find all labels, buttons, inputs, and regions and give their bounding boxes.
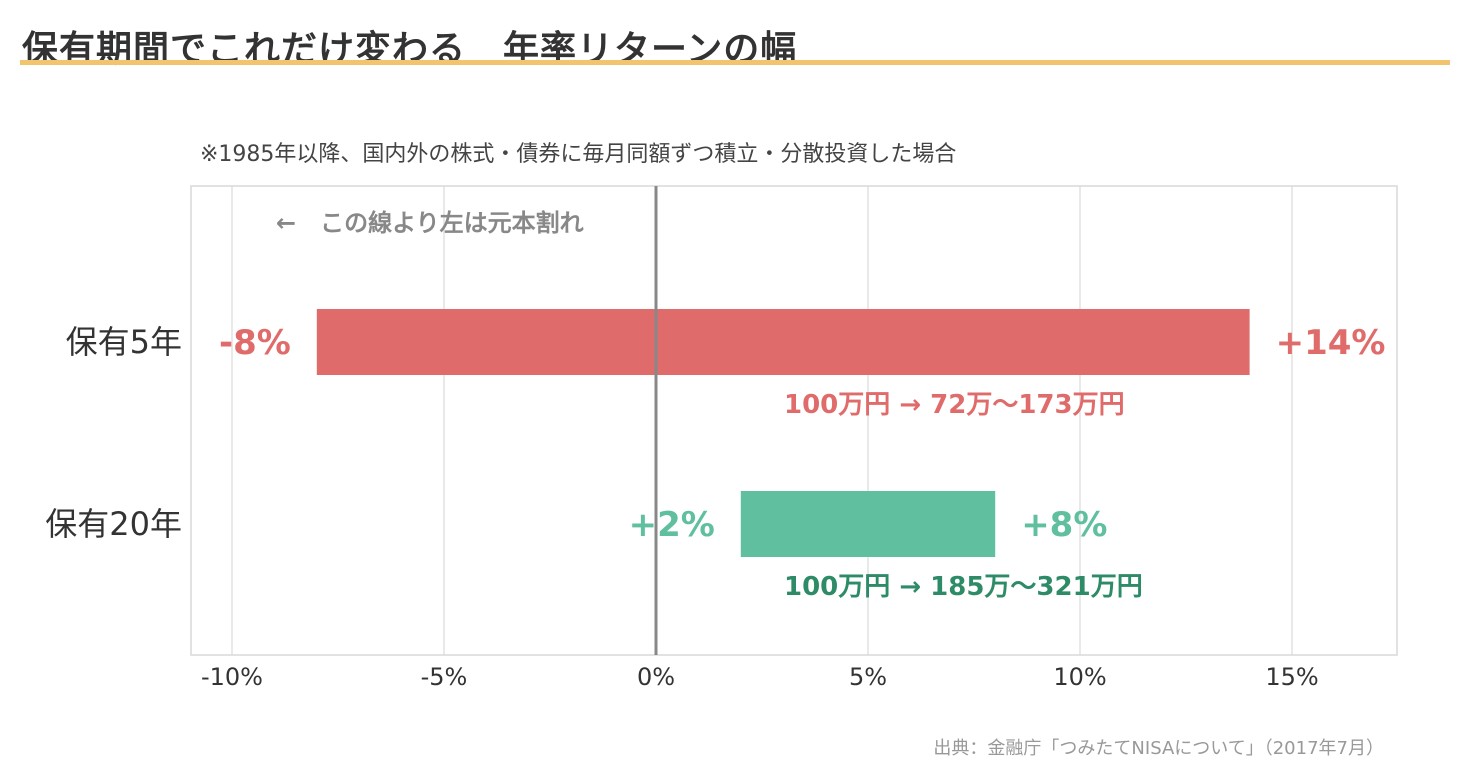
x-tick-label: 5% xyxy=(849,663,887,691)
low-value-label: -8% xyxy=(219,323,291,363)
bar-layer xyxy=(316,309,1250,557)
title-underline xyxy=(20,60,1450,65)
amount-range-label: 100万円 → 72万〜173万円 xyxy=(784,390,1125,420)
plot-frame xyxy=(190,185,1398,656)
x-tick-label: -10% xyxy=(201,663,263,691)
chart-subtitle: ※1985年以降、国内外の株式・債券に毎月同額ずつ積立・分散投資した場合 xyxy=(200,142,957,167)
grid-layer xyxy=(231,186,1293,655)
source-note: 出典：金融庁「つみたてNISAについて」（2017年7月） xyxy=(933,738,1384,759)
category-label: 保有20年 xyxy=(45,505,182,543)
range-bar xyxy=(316,309,1250,375)
x-tick-label: 0% xyxy=(637,663,675,691)
x-tick-label: 10% xyxy=(1053,663,1106,691)
high-value-label: +8% xyxy=(1021,505,1107,545)
x-tick-label: 15% xyxy=(1265,663,1318,691)
x-tick-label: -5% xyxy=(421,663,468,691)
high-value-label: +14% xyxy=(1276,323,1386,363)
principal-loss-annotation: ← この線より左は元本割れ xyxy=(276,209,584,237)
category-label: 保有5年 xyxy=(66,323,182,361)
amount-range-label: 100万円 → 185万〜321万円 xyxy=(784,572,1143,602)
range-bar xyxy=(740,491,996,557)
low-value-label: +2% xyxy=(629,505,715,545)
